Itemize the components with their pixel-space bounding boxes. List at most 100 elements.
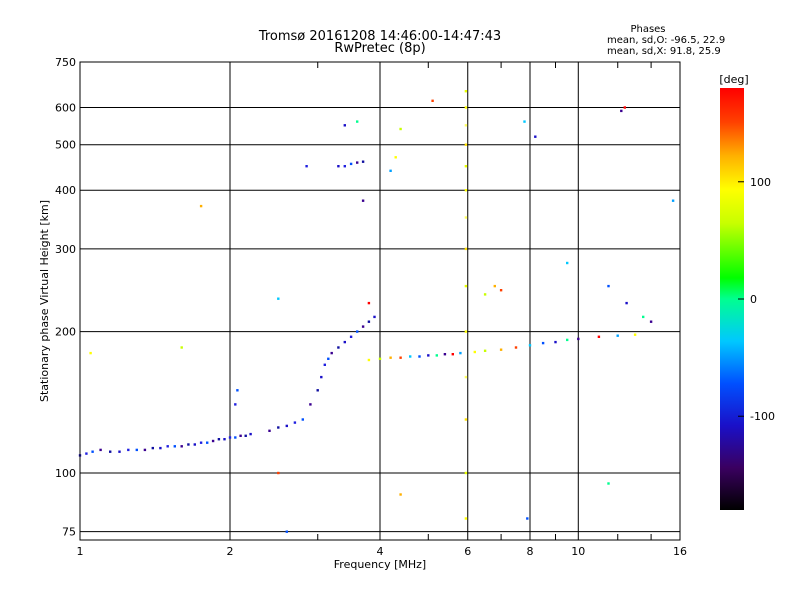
y-tick-label: 500 [55,139,76,152]
data-point [330,351,333,355]
data-point [89,351,92,355]
data-point [187,443,190,446]
data-point [464,124,468,127]
data-point [633,333,637,336]
data-point [173,445,176,448]
data-point [499,348,503,351]
data-point [151,446,154,450]
x-tick-label: 16 [673,545,687,558]
data-point [217,438,221,441]
data-point [361,199,365,202]
data-point [337,165,340,168]
data-point [293,421,297,424]
data-point [464,189,468,192]
y-tick-label: 75 [62,526,76,539]
data-point [206,441,209,444]
data-point [464,471,468,475]
data-point [464,143,468,146]
x-tick-label: 2 [227,545,234,558]
data-point [285,424,288,428]
data-point [464,247,468,251]
data-point [493,284,496,288]
y-tick-label: 300 [55,243,76,256]
data-point [239,434,242,437]
data-point [389,356,392,359]
data-point [193,443,196,446]
data-point [228,436,232,439]
data-point [211,439,215,443]
data-point [577,337,580,341]
data-point [199,441,203,444]
data-point [409,355,412,358]
data-point [320,375,323,379]
y-tick-label: 200 [55,326,76,339]
chart-subtitle: RwPretec (8p) [334,41,425,56]
data-point [166,445,169,448]
x-tick-label: 6 [464,545,471,558]
data-point [528,344,532,347]
data-point [566,338,569,342]
colorbar-label: [deg] [719,73,748,86]
data-point [554,340,557,344]
x-tick-label: 10 [571,545,585,558]
x-tick-label: 1 [77,545,84,558]
x-tick-label: 8 [527,545,534,558]
data-point [323,363,326,366]
data-point [85,452,88,455]
data-point [464,216,468,219]
data-point [464,106,468,109]
data-point [566,261,569,265]
colorbar-ticks: 100 0 -100 [738,176,775,423]
data-point [199,204,203,208]
data-point [649,320,653,323]
data-point [349,162,353,166]
data-point [378,357,382,360]
data-point [443,353,447,356]
data-point [127,448,130,452]
plot-frame [79,61,681,541]
y-tick-label: 400 [55,184,76,197]
data-point [451,353,454,356]
y-tick-label: 600 [55,102,76,115]
data-point [337,346,340,349]
data-point [523,120,526,123]
data-point [244,434,247,437]
data-point [373,315,376,319]
data-point [343,124,346,127]
data-point [277,297,280,300]
data-point [418,355,421,358]
data-point [99,448,102,452]
data-point [464,375,468,379]
data-point [361,160,365,163]
data-point [223,438,226,441]
data-points [78,90,675,533]
data-point [234,436,237,439]
data-point [143,448,147,452]
data-point [534,135,537,138]
legend-line-1: mean, sd,O: -96.5, 22.9 [607,35,725,46]
x-tick-label: 4 [377,545,384,558]
data-point [277,426,280,429]
data-point [356,120,359,123]
data-point [623,106,626,109]
data-point [464,330,468,333]
data-point [671,199,675,202]
data-point [399,127,402,131]
data-point [309,403,312,406]
colorbar-tick-label: -100 [750,410,775,423]
y-tick-label: 100 [55,467,76,480]
data-point [607,482,610,485]
y-tick-label: 750 [55,56,76,69]
data-point [118,450,121,453]
data-point [464,418,468,421]
data-point [361,325,365,328]
grid [80,61,680,540]
data-point [541,341,545,345]
data-point [268,429,271,432]
data-point [483,293,487,296]
data-point [616,334,619,337]
data-point [399,356,402,359]
data-point [620,109,623,113]
y-axis-label: Stationary phase Virtual Height [km] [38,200,51,402]
